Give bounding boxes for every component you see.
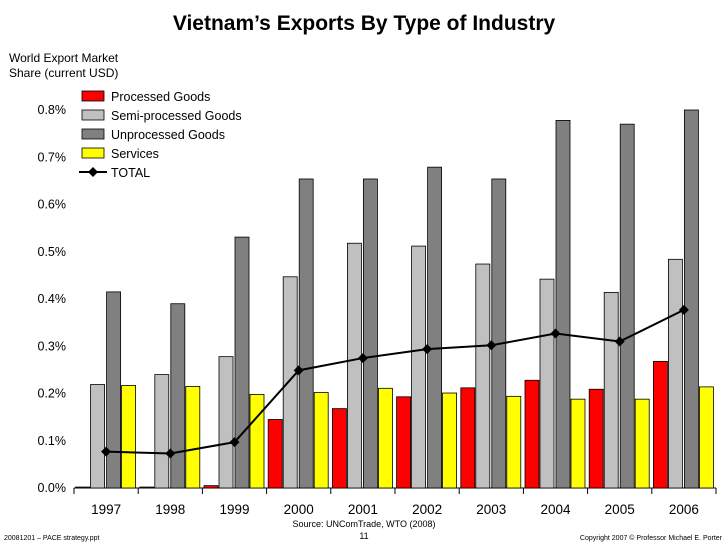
x-tick-label: 2001 <box>348 502 378 517</box>
total-marker <box>678 304 689 315</box>
chart-title: Vietnam’s Exports By Type of Industry <box>172 12 556 35</box>
bar-processed-goods <box>588 388 604 489</box>
bar-unprocessed-goods <box>684 109 699 489</box>
y-tick-label: 0.7% <box>38 150 67 164</box>
bar-semi-processed-goods <box>475 263 491 489</box>
bar-semi-processed-goods <box>411 245 427 489</box>
legend-label: Services <box>111 147 159 161</box>
bar-services <box>442 392 458 489</box>
bar-unprocessed-goods <box>106 291 121 489</box>
total-marker <box>229 437 240 448</box>
y-tick-label: 0.6% <box>38 198 67 212</box>
legend-swatch <box>81 147 105 159</box>
total-marker <box>550 328 561 339</box>
bar-services <box>634 398 650 489</box>
bar-processed-goods <box>460 387 476 489</box>
bar-processed-goods <box>331 408 347 489</box>
x-tick-label: 1998 <box>155 502 185 517</box>
bar-semi-processed-goods <box>154 374 170 489</box>
bar-unprocessed-goods <box>555 119 571 489</box>
x-tick-label: 2005 <box>605 502 635 517</box>
bar-processed-goods <box>267 419 283 489</box>
legend-swatch <box>81 128 105 140</box>
legend-marker <box>88 167 98 177</box>
bar-services <box>185 386 201 489</box>
bar-processed-goods <box>75 486 90 489</box>
bar-semi-processed-goods <box>346 242 362 489</box>
bar-processed-goods <box>139 486 155 489</box>
bar-unprocessed-goods <box>362 178 378 489</box>
legend-label: Unprocessed Goods <box>111 128 225 142</box>
y-tick-label: 0.1% <box>38 434 67 448</box>
x-tick-label: 2000 <box>284 502 314 517</box>
bar-unprocessed-goods <box>427 166 443 489</box>
source-note: Source: UNComTrade, WTO (2008) <box>292 519 436 529</box>
bar-services <box>377 387 393 489</box>
footer-filename: 20081201 – PACE strategy.ppt <box>4 535 100 542</box>
bar-services <box>699 386 714 489</box>
bar-processed-goods <box>524 379 540 489</box>
y-tick-label: 0.8% <box>38 103 67 117</box>
bar-services <box>121 385 136 489</box>
bar-semi-processed-goods <box>539 278 555 489</box>
legend-label: Processed Goods <box>111 90 210 104</box>
x-tick-label: 2003 <box>476 502 506 517</box>
legend-label: TOTAL <box>111 166 150 180</box>
bar-semi-processed-goods <box>668 258 683 489</box>
total-line <box>106 308 685 455</box>
bar-services <box>506 395 522 489</box>
bar-unprocessed-goods <box>170 303 186 489</box>
legend-swatch <box>81 109 105 121</box>
bar-semi-processed-goods <box>282 276 298 489</box>
bar-processed-goods <box>396 396 412 489</box>
bar-unprocessed-goods <box>619 123 635 489</box>
x-tick-label: 2002 <box>412 502 442 517</box>
bar-unprocessed-goods <box>234 236 250 489</box>
x-tick-label: 1997 <box>91 502 121 517</box>
y-tick-label: 0.4% <box>38 292 67 306</box>
total-marker <box>101 446 112 457</box>
x-tick-label: 1999 <box>219 502 249 517</box>
legend-swatch <box>81 90 105 102</box>
bar-services <box>313 392 329 489</box>
bar-semi-processed-goods <box>603 291 619 489</box>
bar-semi-processed-goods <box>218 356 234 489</box>
y-tick-label: 0.3% <box>38 339 67 353</box>
bar-unprocessed-goods <box>491 178 507 489</box>
bar-semi-processed-goods <box>90 384 105 489</box>
total-marker <box>614 336 625 347</box>
y-tick-label: 0.0% <box>38 481 67 495</box>
legend-label: Semi-processed Goods <box>111 109 242 123</box>
x-tick-label: 2004 <box>540 502 571 517</box>
y-tick-label: 0.2% <box>38 387 67 401</box>
page-number: 11 <box>359 531 369 541</box>
total-marker <box>293 365 304 376</box>
footer-copyright: Copyright 2007 © Professor Michael E. Po… <box>579 535 722 542</box>
bar-services <box>570 398 586 489</box>
bar-unprocessed-goods <box>298 178 314 489</box>
x-tick-label: 2006 <box>669 502 699 517</box>
y-axis-title: World Export Market Share (current USD) <box>9 51 119 80</box>
total-marker <box>357 353 368 364</box>
total-marker <box>165 448 176 459</box>
total-marker <box>486 340 497 351</box>
bar-processed-goods <box>653 360 668 489</box>
total-marker <box>422 344 433 355</box>
bar-services <box>249 394 265 489</box>
bar-processed-goods <box>203 485 219 489</box>
y-tick-label: 0.5% <box>38 245 67 259</box>
